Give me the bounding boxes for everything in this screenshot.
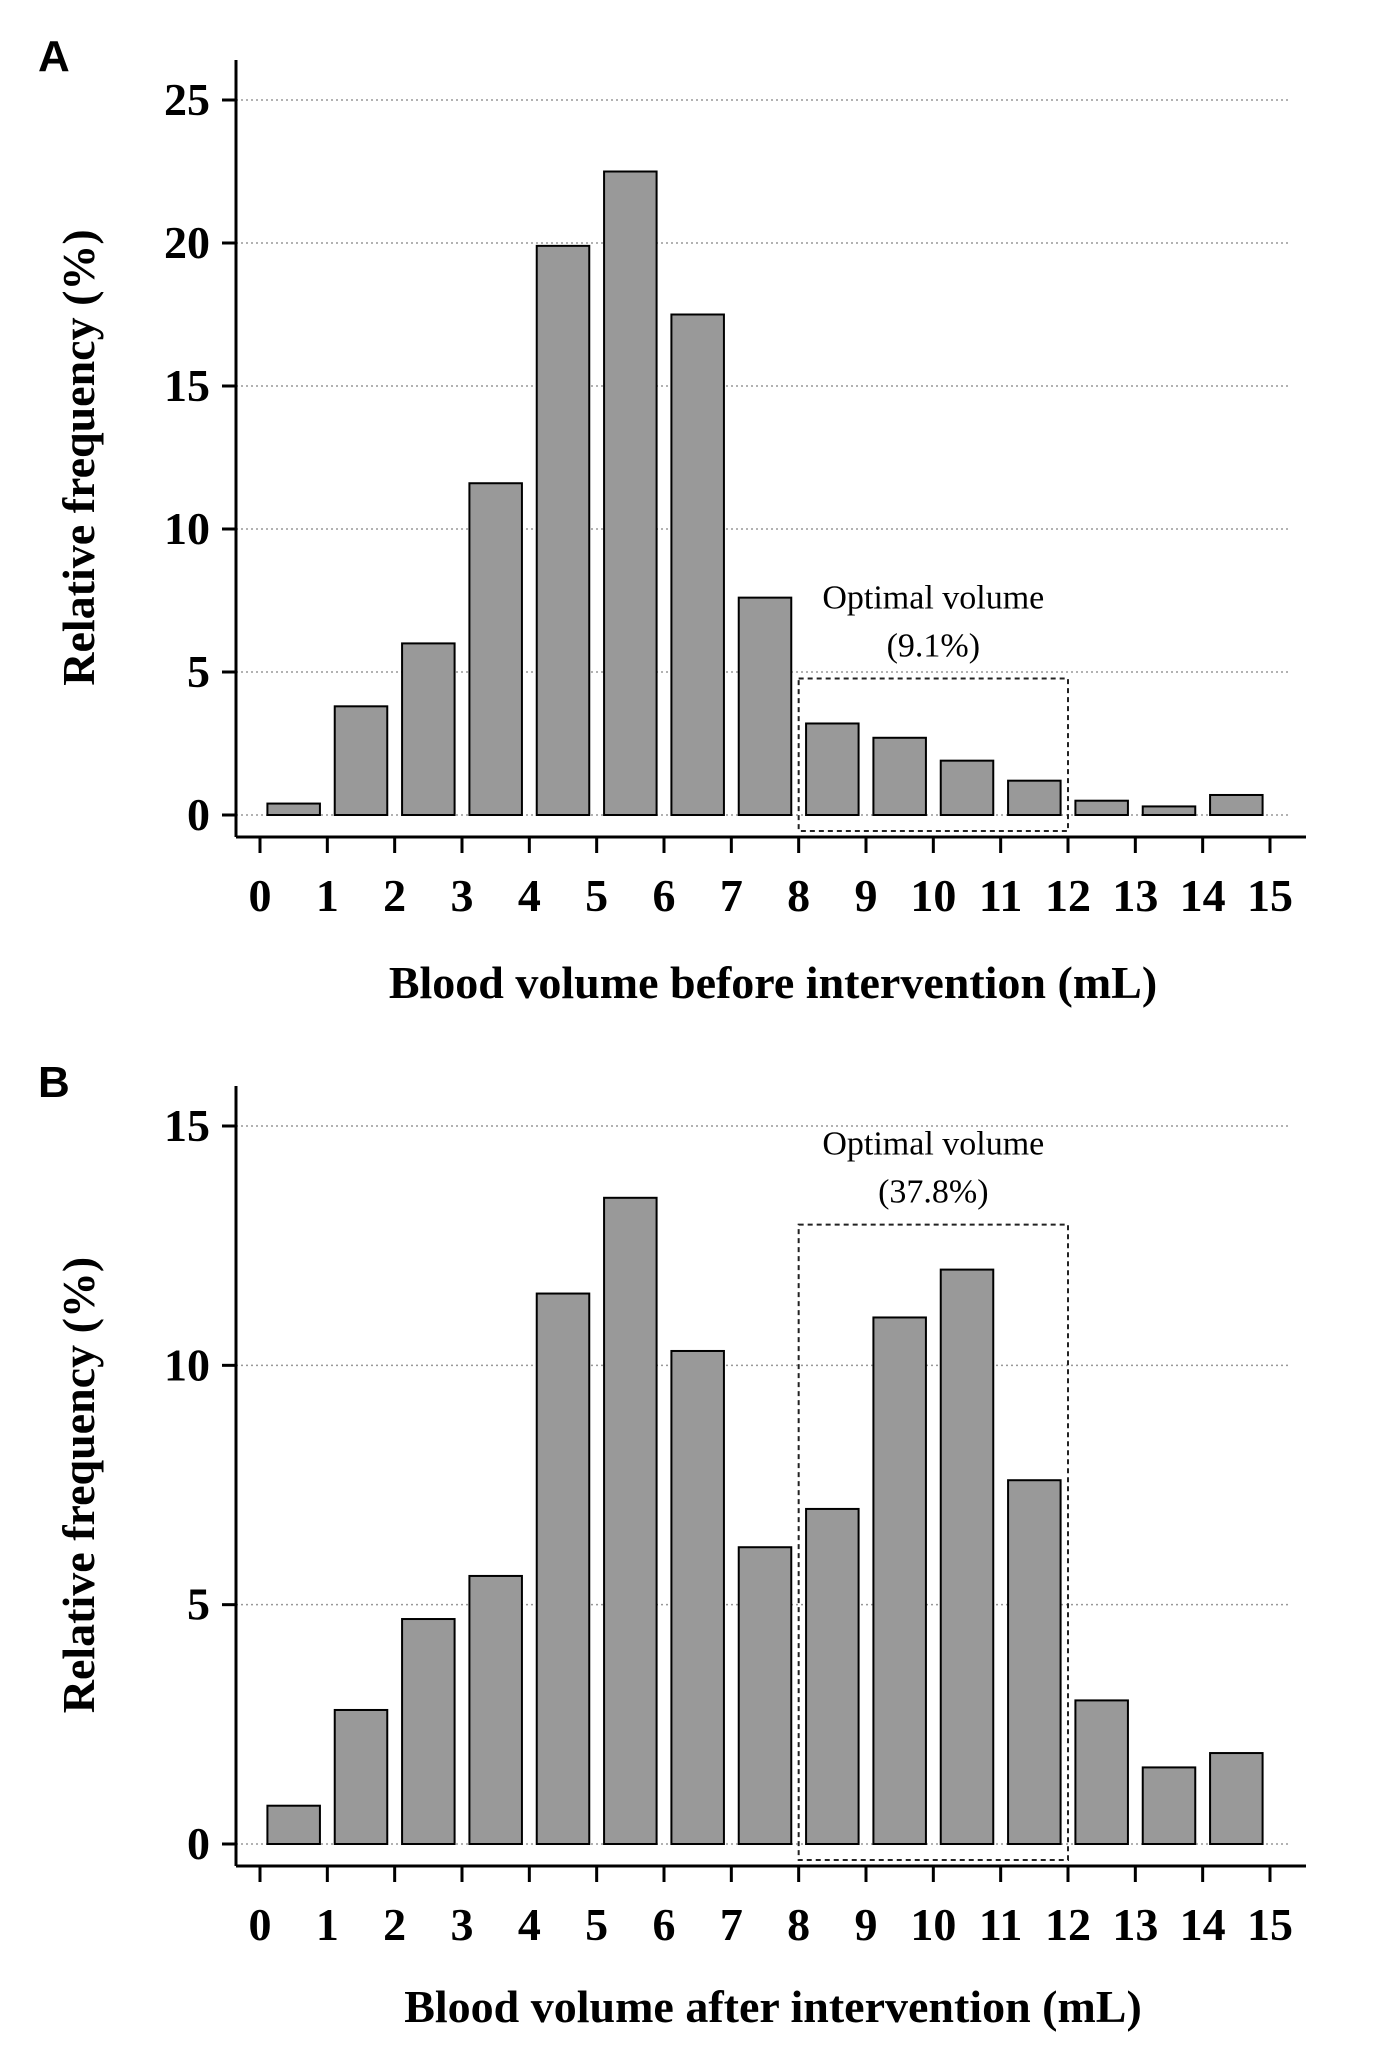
x-tick-label: 10: [910, 1899, 956, 1950]
bar: [805, 722, 860, 816]
x-tick-label: 9: [855, 870, 878, 921]
x-tick-label: 2: [383, 870, 406, 921]
bar: [872, 736, 927, 817]
bar: [1007, 779, 1062, 816]
y-tick-label: 20: [164, 217, 210, 268]
bar: [1007, 1479, 1062, 1846]
y-tick-label: 5: [187, 1579, 210, 1630]
panel-label-a: A: [38, 32, 70, 81]
x-tick-label: 7: [720, 870, 743, 921]
x-tick-label: 5: [585, 870, 608, 921]
annotation-title: Optimal volume: [822, 1126, 1044, 1163]
x-tick-label: 13: [1112, 870, 1158, 921]
x-tick-label: 13: [1112, 1899, 1158, 1950]
annotation-value: (37.8%): [878, 1174, 988, 1211]
y-tick-label: 10: [164, 1339, 210, 1390]
bar: [939, 759, 995, 816]
bar: [670, 313, 725, 816]
bar: [333, 1708, 389, 1846]
x-tick-label: 4: [518, 1899, 541, 1950]
x-tick-label: 14: [1180, 870, 1226, 921]
bar: [266, 1804, 321, 1845]
bar: [535, 1292, 591, 1845]
bar: [737, 596, 793, 817]
bar: [333, 705, 389, 817]
bar: [1141, 805, 1197, 816]
bar: [1141, 1766, 1197, 1845]
bar: [603, 170, 658, 816]
x-tick-label: 11: [979, 1899, 1022, 1950]
y-tick-label: 15: [164, 1100, 210, 1151]
x-tick-label: 3: [451, 1899, 474, 1950]
x-axis-title: Blood volume before intervention (mL): [389, 957, 1157, 1008]
x-tick-label: 1: [316, 870, 339, 921]
x-tick-label: 15: [1247, 870, 1293, 921]
x-tick-label: 11: [979, 870, 1022, 921]
x-tick-label: 2: [383, 1899, 406, 1950]
x-axis-title: Blood volume after intervention (mL): [404, 1981, 1142, 2032]
annotation-value: (9.1%): [887, 627, 980, 664]
y-tick-label: 0: [187, 1818, 210, 1869]
bar: [468, 1574, 523, 1845]
x-tick-label: 12: [1045, 1899, 1091, 1950]
annotation-title: Optimal volume: [822, 579, 1044, 616]
bar: [939, 1268, 995, 1845]
bar: [603, 1196, 658, 1846]
x-tick-label: 3: [451, 870, 474, 921]
bar: [737, 1546, 793, 1846]
bar: [468, 482, 523, 816]
y-tick-label: 5: [187, 646, 210, 697]
x-tick-label: 12: [1045, 870, 1091, 921]
x-tick-label: 14: [1180, 1899, 1226, 1950]
bar: [872, 1316, 927, 1845]
x-tick-label: 7: [720, 1899, 743, 1950]
y-axis-title: Relative frequency (%): [53, 229, 104, 685]
x-tick-label: 6: [653, 870, 676, 921]
y-tick-label: 15: [164, 360, 210, 411]
x-tick-label: 6: [653, 1899, 676, 1950]
bar: [1209, 793, 1264, 816]
x-tick-label: 5: [585, 1899, 608, 1950]
bar: [805, 1507, 860, 1846]
bar: [1074, 799, 1129, 817]
optimal-range-box: [797, 677, 1070, 832]
x-tick-label: 8: [787, 1899, 810, 1950]
y-tick-label: 0: [187, 789, 210, 840]
y-tick-label: 10: [164, 503, 210, 554]
optimal-range-box: [797, 1223, 1070, 1861]
x-tick-label: 9: [855, 1899, 878, 1950]
panel-label-b: B: [38, 1058, 70, 1107]
x-tick-label: 15: [1247, 1899, 1293, 1950]
x-tick-label: 0: [249, 1899, 272, 1950]
bar: [266, 802, 321, 816]
y-tick-label: 25: [164, 74, 210, 125]
bar: [535, 244, 591, 817]
x-tick-label: 1: [316, 1899, 339, 1950]
bar: [670, 1349, 725, 1846]
x-tick-label: 0: [249, 870, 272, 921]
bar: [1074, 1699, 1129, 1846]
y-axis-title: Relative frequency (%): [53, 1257, 104, 1713]
x-tick-label: 10: [910, 870, 956, 921]
bar: [401, 642, 456, 817]
x-tick-label: 4: [518, 870, 541, 921]
bar: [1209, 1752, 1264, 1846]
x-tick-label: 8: [787, 870, 810, 921]
bar: [401, 1618, 456, 1845]
